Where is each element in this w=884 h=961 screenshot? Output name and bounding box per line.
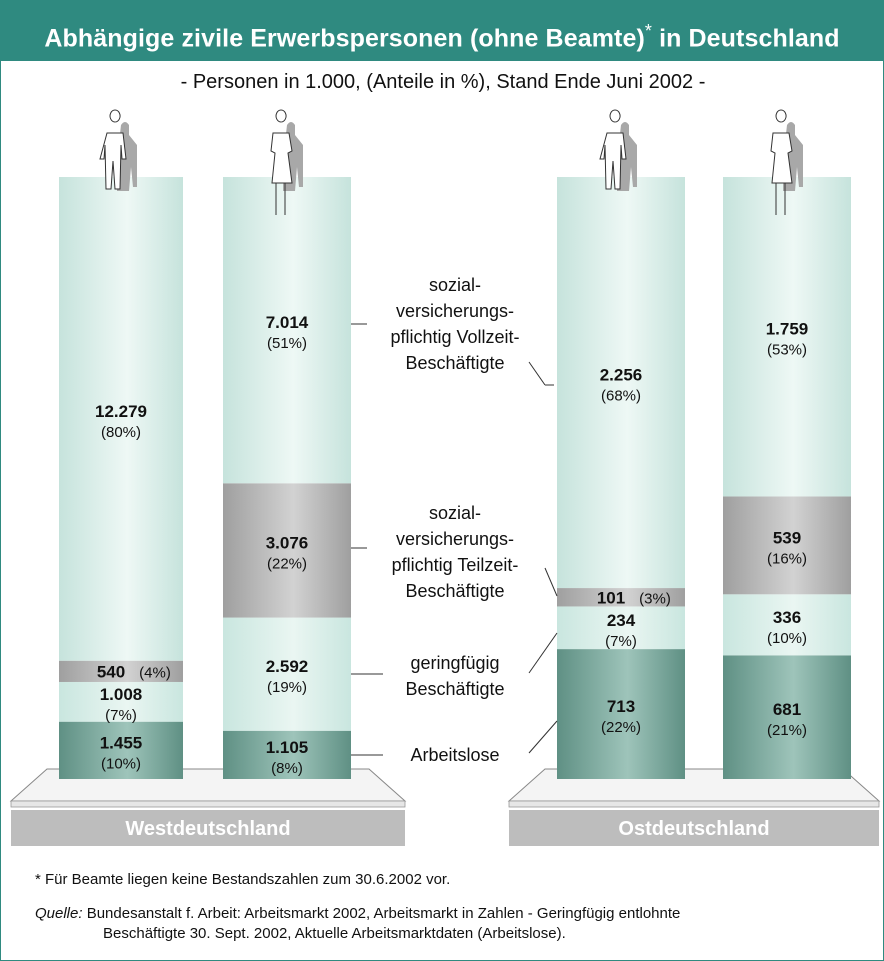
- platform-edge: [508, 800, 880, 808]
- pct-label: (53%): [767, 342, 807, 359]
- bar-segment: [59, 177, 183, 661]
- region-label-box: [11, 810, 405, 846]
- bar-segment: [557, 649, 685, 779]
- bar-segment: [557, 588, 685, 607]
- bar-segment: [723, 655, 851, 779]
- data-label: 101: [597, 588, 625, 607]
- pct-label: (7%): [605, 633, 637, 650]
- region-label: Ostdeutschland: [618, 818, 769, 840]
- category-label-teilzeit: sozial-: [429, 503, 481, 523]
- data-label: 681: [773, 700, 801, 719]
- data-label: 539: [773, 528, 801, 547]
- leader-line: [528, 632, 558, 674]
- data-label: 336: [773, 608, 801, 627]
- category-label-teilzeit: Beschäftigte: [405, 581, 504, 601]
- source-label: Quelle:: [35, 905, 83, 922]
- pct-label: (80%): [101, 424, 141, 441]
- region-label: Westdeutschland: [125, 818, 290, 840]
- title-suffix: in Deutschland: [659, 24, 840, 53]
- bar-segment: [59, 721, 183, 779]
- man-icon: [99, 109, 137, 191]
- pct-label: (4%): [139, 664, 171, 681]
- bar-segment: [223, 617, 351, 731]
- title-footnote-mark: *: [644, 21, 653, 41]
- pct-label: (7%): [105, 707, 137, 724]
- data-label: 713: [607, 697, 635, 716]
- woman-icon: [270, 109, 303, 215]
- category-label-teilzeit: pflichtig Teilzeit-: [392, 555, 519, 575]
- bar-segment: [223, 177, 351, 484]
- title-text: Abhängige zivile Erwerbspersonen (ohne B…: [44, 24, 645, 53]
- pct-label: (3%): [639, 590, 671, 607]
- category-label-geringfuegig: geringfügig: [410, 653, 499, 673]
- category-label-teilzeit: versicherungs-: [396, 529, 514, 549]
- leader-line: [528, 720, 558, 754]
- data-label: 1.455: [100, 733, 143, 752]
- data-label: 1.008: [100, 685, 143, 704]
- data-label: 234: [607, 611, 636, 630]
- category-label-vollzeit: sozial-: [429, 275, 481, 295]
- chart-title: Abhängige zivile Erwerbspersonen (ohne B…: [1, 1, 883, 61]
- bar-segment: [723, 594, 851, 656]
- woman-icon: [770, 109, 803, 215]
- data-label: 2.256: [600, 366, 643, 385]
- leader-line: [544, 567, 558, 597]
- bar-segment: [557, 177, 685, 589]
- source-line-1: Bundesanstalt f. Arbeit: Arbeitsmarkt 20…: [86, 905, 681, 922]
- bar-segment: [59, 681, 183, 722]
- source-line-2: Beschäftigte 30. Sept. 2002, Aktuelle Ar…: [103, 925, 566, 942]
- pct-label: (8%): [271, 760, 303, 777]
- pct-label: (22%): [267, 555, 307, 572]
- bar-segment: [223, 483, 351, 618]
- pct-label: (22%): [601, 719, 641, 736]
- data-label: 12.279: [95, 402, 147, 421]
- data-label: 1.105: [266, 738, 309, 757]
- footnote: * Für Beamte liegen keine Bestandszahlen…: [35, 871, 451, 888]
- data-label: 2.592: [266, 657, 309, 676]
- pct-label: (51%): [267, 335, 307, 352]
- chart-svg: Westdeutschland Ostdeutschland 1.455 (10%) 1…: [9, 109, 881, 846]
- data-label: 3.076: [266, 533, 309, 552]
- platform-edge: [10, 800, 406, 808]
- man-icon: [599, 109, 637, 191]
- pct-label: (19%): [267, 679, 307, 696]
- category-label-geringfuegig: Beschäftigte: [405, 679, 504, 699]
- pct-label: (16%): [767, 550, 807, 567]
- data-label: 1.759: [766, 320, 809, 339]
- chart-subtitle: - Personen in 1.000, (Anteile in %), Sta…: [180, 71, 706, 93]
- bar-segment: [557, 606, 685, 650]
- bar-segment: [723, 177, 851, 497]
- bar-segment: [223, 730, 351, 779]
- pct-label: (68%): [601, 388, 641, 405]
- leader-line: [528, 361, 554, 386]
- category-label-arbeitslose: Arbeitslose: [410, 745, 499, 765]
- pct-label: (10%): [101, 755, 141, 772]
- pct-label: (21%): [767, 722, 807, 739]
- bar-segment: [59, 660, 183, 682]
- region-label-box: [509, 810, 879, 846]
- category-label-vollzeit: pflichtig Vollzeit-: [390, 327, 519, 347]
- category-label-vollzeit: versicherungs-: [396, 301, 514, 321]
- category-label-vollzeit: Beschäftigte: [405, 353, 504, 373]
- data-label: 7.014: [266, 313, 309, 332]
- pct-label: (10%): [767, 630, 807, 647]
- data-label: 540: [97, 662, 125, 681]
- bar-segment: [723, 496, 851, 595]
- source-note: Quelle: Bundesanstalt f. Arbeit: Arbeits…: [35, 904, 835, 944]
